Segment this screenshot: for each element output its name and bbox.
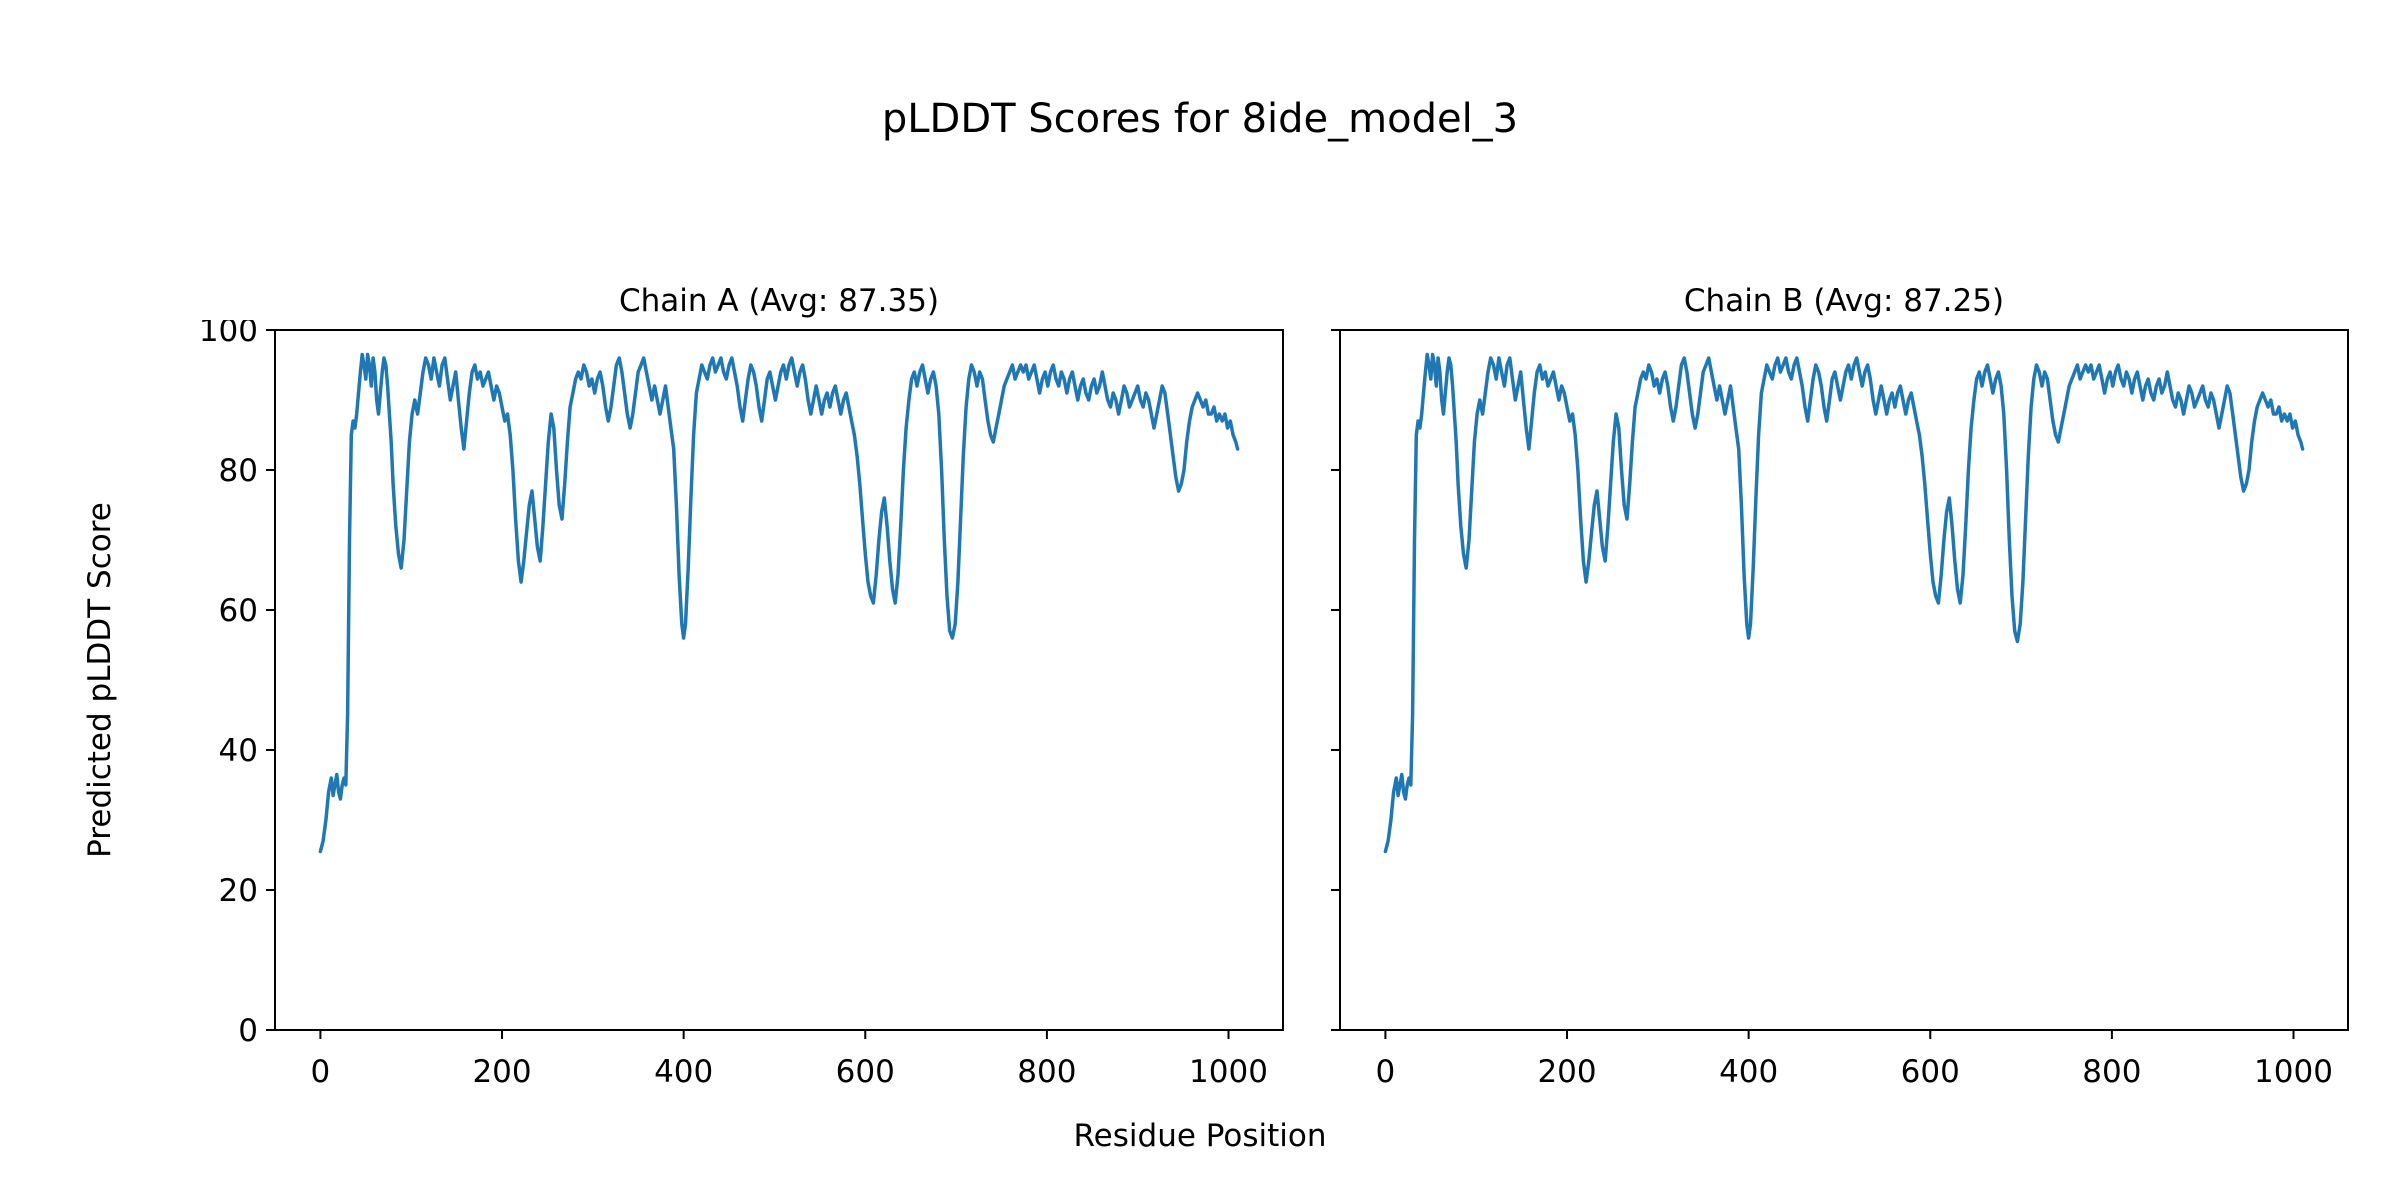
x-tick-label: 200 (1537, 1054, 1596, 1090)
x-tick-label: 0 (311, 1054, 331, 1090)
plot-border (274, 329, 1284, 1031)
y-axis-label: Predicted pLDDT Score (82, 502, 118, 858)
x-tick-label: 800 (2082, 1054, 2141, 1090)
x-tick-label: 600 (836, 1054, 895, 1090)
figure-title: pLDDT Scores for 8ide_model_3 (881, 96, 1519, 142)
x-axis-label: Residue Position (1073, 1118, 1327, 1154)
x-tick-label: 400 (1719, 1054, 1778, 1090)
x-tick-label: 0 (1376, 1054, 1396, 1090)
chain-b-plot: 0 200 400 600 800 1000 (1331, 329, 2349, 1090)
x-tick-label: 600 (1901, 1054, 1960, 1090)
x-tick-label: 400 (654, 1054, 713, 1090)
chain-a-title: Chain A (Avg: 87.35) (618, 283, 940, 319)
y-tick-label: 0 (238, 1013, 258, 1049)
chain-b-title: Chain B (Avg: 87.25) (1683, 283, 2005, 319)
plddt-line (318, 352, 1240, 854)
plddt-line (1383, 352, 2305, 854)
x-tick-label: 800 (1017, 1054, 1076, 1090)
y-tick-label: 20 (219, 873, 258, 909)
x-tick-label: 1000 (1189, 1054, 1268, 1090)
y-tick-label: 60 (219, 593, 258, 629)
x-tick-label: 200 (472, 1054, 531, 1090)
chain-a-plot: 0 200 400 600 800 1000 0 20 40 60 80 100 (199, 320, 1284, 1090)
y-tick-label: 100 (199, 320, 258, 349)
plot-border (1339, 329, 2349, 1031)
x-tick-label: 1000 (2254, 1054, 2333, 1090)
y-tick-label: 40 (219, 733, 258, 769)
y-tick-label: 80 (219, 453, 258, 489)
